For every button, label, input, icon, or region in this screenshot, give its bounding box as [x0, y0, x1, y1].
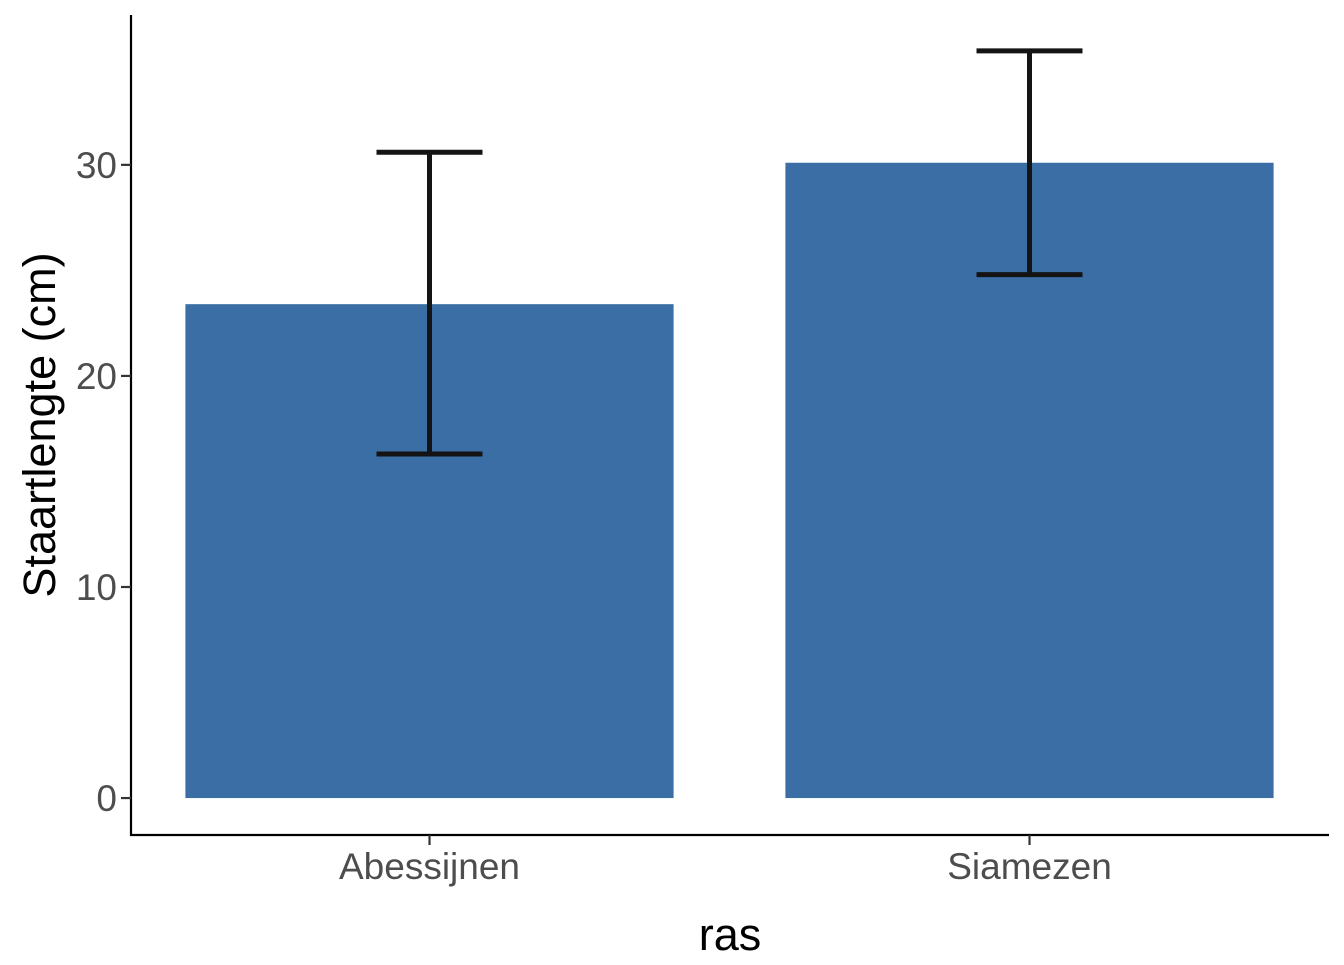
- y-tick-label: 20: [76, 356, 117, 397]
- y-tick-label: 30: [76, 145, 117, 186]
- x-axis-title: ras: [699, 909, 762, 960]
- y-tick-label: 10: [76, 567, 117, 608]
- y-tick-label: 0: [96, 778, 117, 819]
- x-tick-label: Abessijnen: [339, 846, 520, 887]
- y-axis-title: Staartlengte (cm): [14, 252, 65, 597]
- x-tick-label: Siamezen: [947, 846, 1112, 887]
